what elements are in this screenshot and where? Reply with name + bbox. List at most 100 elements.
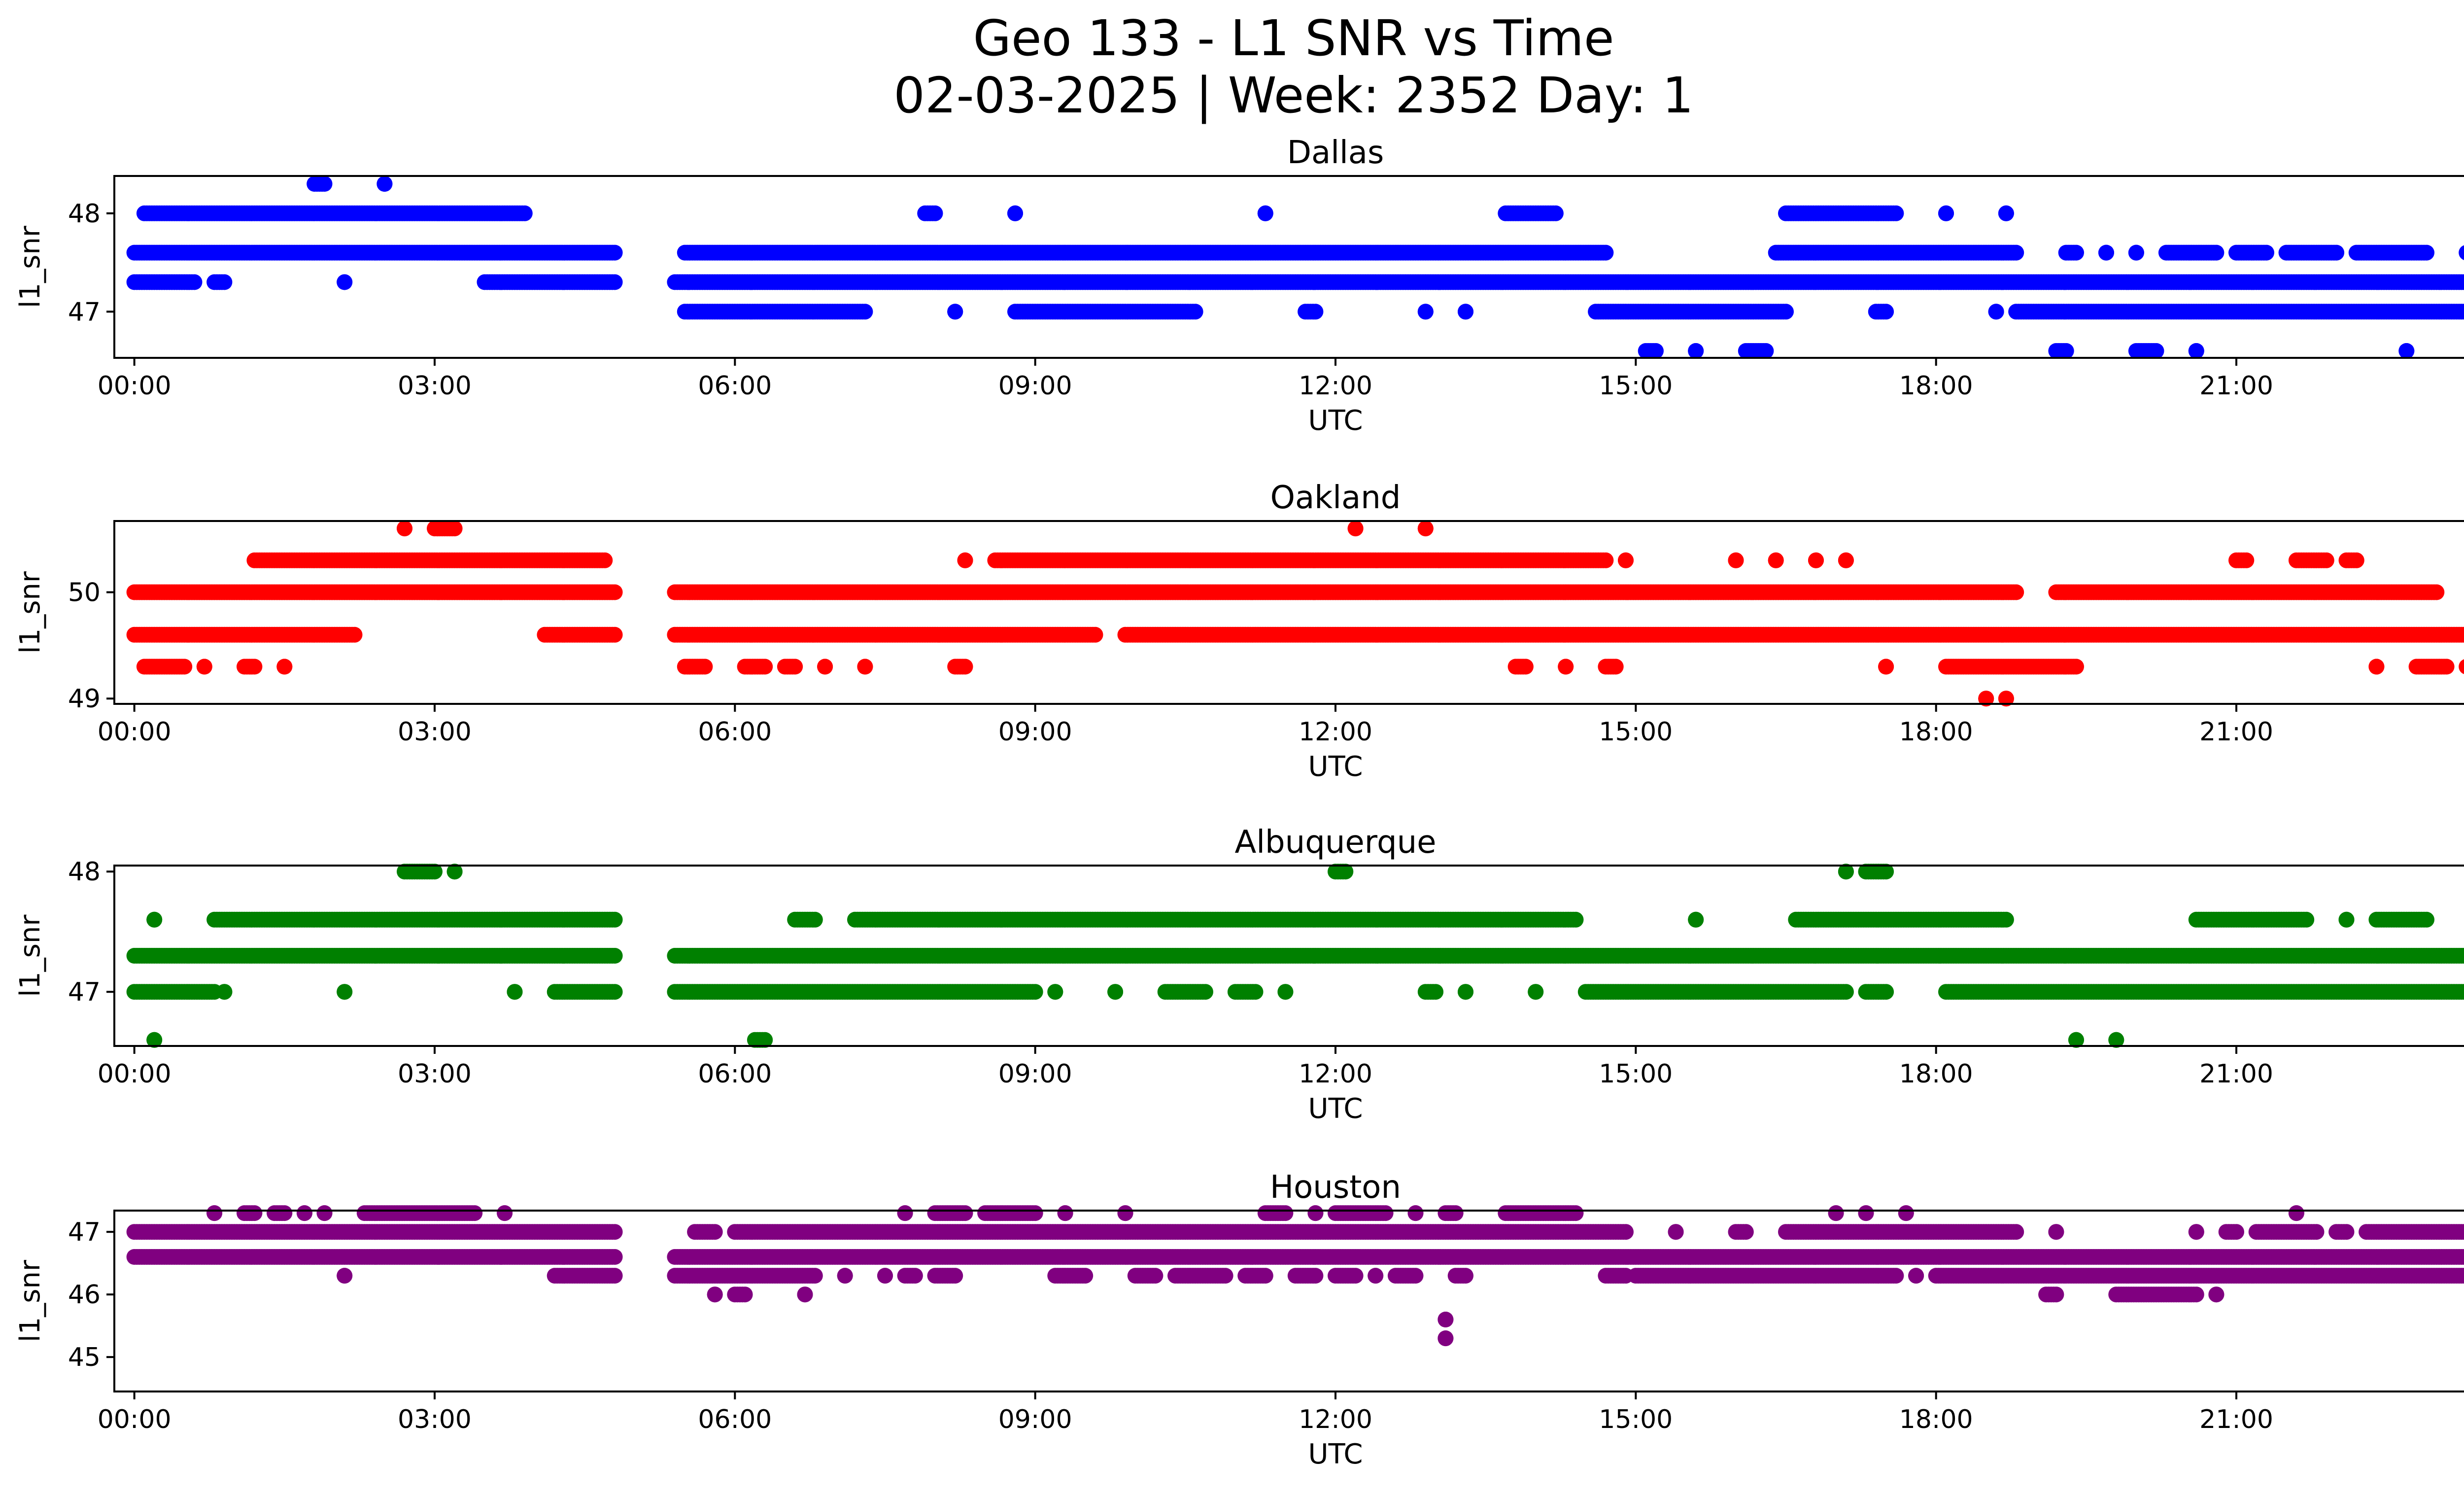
data-point xyxy=(857,304,873,320)
data-point xyxy=(957,659,973,675)
data-point xyxy=(2098,244,2114,261)
data-point xyxy=(1458,304,1473,320)
data-point xyxy=(2008,584,2024,600)
data-point xyxy=(857,659,873,675)
data-point xyxy=(276,659,293,675)
point-group xyxy=(126,521,2464,707)
data-point xyxy=(516,205,533,221)
data-point xyxy=(1257,205,1273,221)
data-point xyxy=(597,552,613,568)
panels-group: Dallas 00:00 03:00 06:00 09:00 12:00 15:00 18:0… xyxy=(14,135,2464,1470)
y-tick-label: 48 xyxy=(68,199,101,229)
data-point xyxy=(607,584,623,600)
data-point xyxy=(807,911,823,928)
data-point xyxy=(1547,205,1564,221)
data-point xyxy=(697,659,713,675)
data-point xyxy=(1347,521,1364,537)
data-point xyxy=(1007,205,1023,221)
data-point xyxy=(246,659,263,675)
data-point xyxy=(1688,343,1704,359)
data-point xyxy=(1598,552,1614,568)
data-point xyxy=(1517,659,1534,675)
data-point xyxy=(337,274,353,290)
x-tick-label: 15:00 xyxy=(1599,371,1673,401)
x-tick-label: 21:00 xyxy=(2199,371,2273,401)
data-point xyxy=(186,274,203,290)
x-tick-label: 00:00 xyxy=(98,371,171,401)
x-tick-label: 06:00 xyxy=(698,371,772,401)
data-point xyxy=(2328,244,2345,261)
data-point xyxy=(2058,343,2074,359)
data-point xyxy=(757,659,773,675)
data-point xyxy=(957,552,973,568)
point-group xyxy=(126,176,2464,359)
data-point xyxy=(607,626,623,643)
data-point xyxy=(1778,304,1794,320)
x-tick-label: 03:00 xyxy=(398,717,472,747)
data-point xyxy=(1648,343,1664,359)
data-point xyxy=(1417,521,1434,537)
data-point xyxy=(927,205,943,221)
data-point xyxy=(2461,246,2464,259)
plot-frame xyxy=(113,520,2464,705)
panel-title: Dallas xyxy=(1287,135,1384,171)
x-tick-label: 21:00 xyxy=(2199,717,2273,747)
y-tick-label: 50 xyxy=(68,578,101,608)
point-group xyxy=(126,864,2464,1048)
x-tick-label: 15:00 xyxy=(1599,717,1673,747)
data-point xyxy=(1608,659,1624,675)
x-tick-label: 18:00 xyxy=(1899,371,1973,401)
data-point xyxy=(1618,552,1634,568)
x-tick-label: 12:00 xyxy=(1299,717,1372,747)
figure-title-line2: 02-03-2025 | Week: 2352 Day: 1 xyxy=(893,67,1693,124)
data-point xyxy=(1768,552,1784,568)
y-axis-label: l1_snr xyxy=(14,225,46,308)
x-tick-label: 09:00 xyxy=(998,717,1072,747)
data-point xyxy=(346,626,363,643)
data-point xyxy=(376,176,393,192)
y-tick-label: 47 xyxy=(68,297,101,327)
panel-title: Oakland xyxy=(1270,480,1401,516)
data-point xyxy=(397,521,412,537)
data-point xyxy=(2419,244,2434,261)
data-point xyxy=(2148,343,2164,359)
data-point xyxy=(446,521,463,537)
data-point xyxy=(1558,659,1574,675)
x-tick-label: 00:00 xyxy=(98,717,171,747)
data-point xyxy=(947,304,963,320)
data-point xyxy=(2398,343,2415,359)
x-axis-label: UTC xyxy=(1308,405,1363,437)
data-point xyxy=(1187,304,1203,320)
x-tick-label: 12:00 xyxy=(1299,371,1372,401)
data-point xyxy=(2068,659,2084,675)
data-point xyxy=(787,659,803,675)
y-tick-label: 49 xyxy=(68,684,101,714)
data-point xyxy=(817,659,833,675)
data-point xyxy=(1808,552,1824,568)
data-point xyxy=(1988,304,2004,320)
data-point xyxy=(2348,552,2364,568)
x-tick-label: 09:00 xyxy=(998,371,1072,401)
data-point xyxy=(2429,584,2445,600)
data-point xyxy=(2318,552,2334,568)
data-point xyxy=(607,244,623,261)
data-point xyxy=(1888,205,1904,221)
data-point xyxy=(2208,244,2224,261)
data-point xyxy=(1758,343,1774,359)
data-point xyxy=(1878,304,1894,320)
data-point xyxy=(1417,304,1434,320)
data-point xyxy=(1938,205,1954,221)
data-point xyxy=(1598,244,1614,261)
figure-title-line1: Geo 133 - L1 SNR vs Time xyxy=(973,9,1614,67)
data-point xyxy=(146,911,163,928)
data-point xyxy=(2259,244,2274,261)
data-point xyxy=(1307,304,1324,320)
y-axis-label: l1_snr xyxy=(14,571,46,654)
data-point xyxy=(607,911,623,928)
data-point xyxy=(2238,552,2255,568)
data-point xyxy=(176,659,193,675)
